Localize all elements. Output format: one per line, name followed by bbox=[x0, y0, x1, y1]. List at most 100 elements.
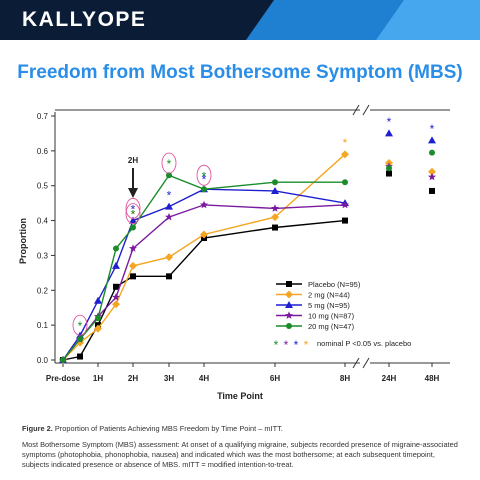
data-point-square bbox=[386, 170, 392, 177]
data-point-star bbox=[129, 244, 137, 252]
data-point-circle bbox=[130, 224, 136, 231]
legend-asterisk: * bbox=[294, 338, 299, 352]
figure-text: Proportion of Patients Achieving MBS Fre… bbox=[54, 424, 283, 433]
data-point-circle bbox=[166, 172, 172, 179]
data-point-star bbox=[112, 293, 120, 301]
significance-circle bbox=[125, 197, 141, 219]
legend-asterisk: * bbox=[274, 338, 279, 352]
significance-asterisk: * bbox=[387, 115, 392, 129]
series-layer bbox=[59, 129, 436, 364]
data-point-diamond bbox=[271, 213, 279, 222]
data-point-star bbox=[200, 200, 208, 209]
significance-asterisk: * bbox=[430, 122, 435, 136]
legend-asterisk: * bbox=[284, 338, 289, 352]
significance-asterisk: * bbox=[131, 208, 136, 222]
y-tick-label: 0.1 bbox=[37, 321, 49, 330]
data-point-square bbox=[286, 281, 292, 287]
figure-title: Figure 2. Proportion of Patients Achievi… bbox=[22, 424, 462, 434]
data-point-circle bbox=[429, 149, 435, 156]
y-tick-label: 0.7 bbox=[37, 112, 49, 121]
significance-circle bbox=[125, 203, 141, 225]
kallyope-logo: KALLYOPE bbox=[22, 8, 147, 31]
data-point-diamond bbox=[200, 230, 208, 239]
data-point-square bbox=[342, 217, 348, 224]
significance-asterisk: * bbox=[202, 169, 207, 183]
x-tick-label: 1H bbox=[93, 374, 103, 383]
x-tick-label: 48H bbox=[425, 374, 440, 383]
significance-legend-label: nominal P <0.05 vs. placebo bbox=[317, 339, 411, 348]
data-point-triangle bbox=[112, 261, 120, 269]
axis-break-mark bbox=[362, 357, 370, 369]
significance-asterisk: * bbox=[202, 173, 207, 187]
data-point-star bbox=[428, 172, 436, 181]
data-point-circle bbox=[95, 315, 101, 322]
axis-break-mark bbox=[352, 104, 360, 116]
data-point-triangle bbox=[94, 296, 102, 304]
x-tick-label: 3H bbox=[164, 374, 174, 383]
significance-asterisk: * bbox=[343, 136, 348, 150]
data-point-star bbox=[285, 311, 293, 319]
axis-break-mark bbox=[362, 104, 370, 116]
data-point-circle bbox=[342, 179, 348, 186]
x-tick-label: 2H bbox=[128, 374, 138, 383]
data-point-circle bbox=[201, 186, 207, 193]
significance-layer: ********** * bbox=[72, 115, 435, 336]
series-line bbox=[62, 188, 346, 361]
series-20 bbox=[60, 149, 435, 363]
data-point-diamond bbox=[112, 300, 120, 309]
legend-label: Placebo (N=95) bbox=[308, 280, 361, 289]
data-point-diamond bbox=[94, 324, 102, 333]
data-point-triangle bbox=[129, 216, 137, 224]
chart-axes: 0.0 0.1 0.2 0.3 0.4 0.5 0.6 0.7 Pre-dose 1H 2H 3H 4H… bbox=[37, 104, 450, 383]
annotation-layer: 2H bbox=[128, 156, 138, 198]
axis-break-mark bbox=[352, 357, 360, 369]
data-point-diamond bbox=[129, 261, 137, 270]
significance-circle bbox=[161, 152, 177, 174]
x-tick-label: Pre-dose bbox=[46, 374, 81, 383]
y-axis-label: Proportion bbox=[18, 218, 28, 264]
legend-label: 5 mg (N=95) bbox=[308, 301, 350, 310]
legend-label: 20 mg (N=47) bbox=[308, 322, 355, 331]
brand-header: KALLYOPE bbox=[0, 0, 480, 40]
mbs-freedom-chart: 0.0 0.1 0.2 0.3 0.4 0.5 0.6 0.7 Pre-dose 1H 2H 3H 4H… bbox=[18, 104, 450, 401]
x-tick-label: 4H bbox=[199, 374, 209, 383]
significance-asterisk: * bbox=[131, 208, 136, 222]
data-point-circle bbox=[386, 165, 392, 172]
figure-caption: Figure 2. Proportion of Patients Achievi… bbox=[22, 424, 462, 470]
data-point-diamond bbox=[341, 150, 349, 159]
data-point-circle bbox=[113, 245, 119, 252]
data-point-circle bbox=[272, 179, 278, 186]
significance-circle bbox=[196, 164, 212, 186]
data-point-triangle bbox=[385, 129, 393, 137]
legend-label: 2 mg (N=44) bbox=[308, 291, 350, 300]
y-tick-label: 0.4 bbox=[37, 217, 49, 226]
x-tick-label: 8H bbox=[340, 374, 350, 383]
data-point-star bbox=[165, 212, 173, 221]
significance-asterisk: * bbox=[131, 202, 136, 216]
data-point-diamond bbox=[428, 167, 436, 176]
x-tick-label: 6H bbox=[270, 374, 280, 383]
y-tick-label: 0.6 bbox=[37, 147, 49, 156]
significance-asterisk: * bbox=[167, 188, 172, 202]
data-point-circle bbox=[286, 323, 292, 329]
data-point-square bbox=[272, 224, 278, 231]
caption-body: Most Bothersome Symptom (MBS) assessment… bbox=[22, 439, 458, 469]
y-tick-label: 0.5 bbox=[37, 182, 49, 191]
legend-label: 10 mg (N=87) bbox=[308, 312, 355, 321]
data-point-square bbox=[77, 353, 83, 360]
data-point-star bbox=[341, 200, 349, 209]
data-point-triangle bbox=[165, 202, 173, 210]
data-point-square bbox=[166, 273, 172, 280]
y-tick-label: 0.0 bbox=[37, 356, 49, 365]
data-point-triangle bbox=[428, 136, 436, 144]
data-point-star bbox=[271, 204, 279, 212]
y-tick-label: 0.2 bbox=[37, 286, 49, 295]
significance-asterisk: * bbox=[78, 319, 83, 333]
data-point-square bbox=[429, 187, 435, 194]
data-point-triangle bbox=[285, 301, 293, 308]
x-axis-label: Time Point bbox=[217, 391, 263, 401]
data-point-circle bbox=[60, 357, 66, 363]
data-point-diamond bbox=[285, 290, 293, 299]
data-point-triangle bbox=[271, 186, 279, 194]
y-tick-label: 0.3 bbox=[37, 251, 49, 260]
